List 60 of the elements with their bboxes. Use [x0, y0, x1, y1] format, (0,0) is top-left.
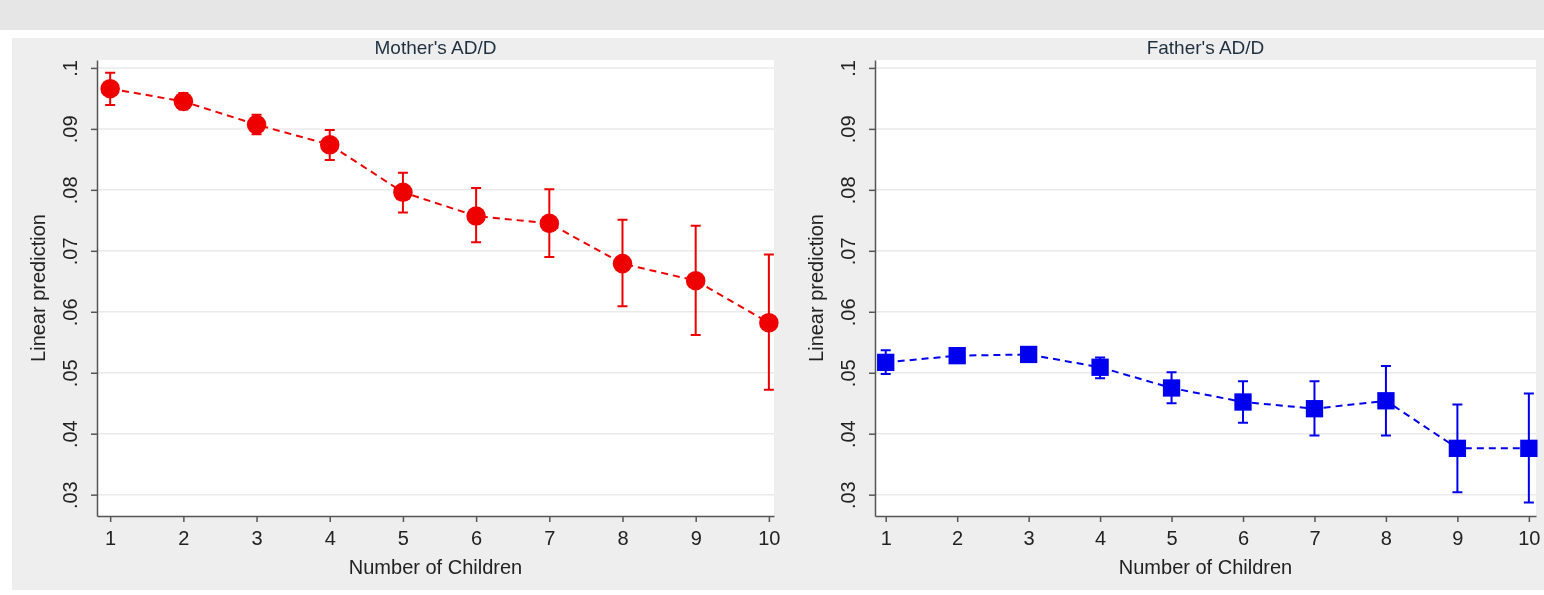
- y-tick-label: .05: [59, 359, 81, 388]
- x-tick-label: 8: [1380, 527, 1392, 549]
- y-axis-title: Linear prediction: [27, 214, 49, 362]
- point: [1234, 393, 1252, 411]
- y-tick-label: .07: [59, 237, 81, 266]
- y-tick-label: .07: [837, 237, 859, 266]
- x-tick-label: 6: [1237, 527, 1250, 549]
- x-tick-label: 8: [617, 527, 629, 549]
- y-tick-label: .1: [59, 60, 81, 77]
- x-tick-label: 2: [952, 527, 964, 549]
- point: [1091, 358, 1109, 376]
- y-tick-label: .08: [837, 176, 859, 205]
- point: [319, 134, 340, 155]
- y-tick-label: .06: [59, 298, 81, 327]
- y-tick-label: .03: [59, 481, 81, 510]
- y-tick-label: .05: [837, 359, 859, 388]
- y-tick-label: .06: [837, 298, 859, 327]
- x-tick-label: 10: [1518, 527, 1541, 549]
- point: [1448, 439, 1467, 457]
- x-tick-label: 9: [1452, 527, 1464, 549]
- x-axis-title: Number of Children: [1118, 556, 1293, 578]
- point: [948, 347, 966, 365]
- point: [1377, 392, 1395, 410]
- x-tick-label: 2: [178, 527, 190, 549]
- point: [1520, 439, 1538, 457]
- x-tick-label: 5: [397, 527, 409, 549]
- y-tick-label: .03: [837, 481, 859, 510]
- point: [877, 353, 895, 372]
- x-tick-label: 3: [251, 527, 263, 549]
- x-tick-label: 4: [324, 527, 336, 549]
- point: [759, 313, 779, 333]
- chart-title: Father's AD/D: [1146, 37, 1265, 58]
- y-tick-label: .09: [837, 115, 859, 144]
- point: [100, 78, 120, 99]
- x-tick-label: 1: [880, 527, 892, 549]
- point: [1305, 400, 1324, 418]
- y-tick-label: .04: [837, 420, 859, 449]
- point: [393, 182, 413, 203]
- point: [612, 253, 633, 274]
- x-tick-label: 1: [105, 527, 117, 549]
- point: [539, 213, 560, 234]
- y-tick-label: .1: [837, 60, 859, 77]
- x-tick-label: 7: [544, 527, 556, 549]
- chart-title: Mother's AD/D: [374, 37, 497, 58]
- x-tick-label: 9: [690, 527, 702, 549]
- point: [1162, 379, 1181, 397]
- point: [466, 206, 486, 226]
- y-tick-label: .04: [59, 420, 81, 449]
- y-axis-title: Linear prediction: [805, 214, 827, 362]
- x-tick-label: 7: [1309, 527, 1321, 549]
- point: [685, 270, 706, 291]
- x-axis-title: Number of Children: [348, 556, 523, 578]
- x-tick-label: 5: [1166, 527, 1178, 549]
- y-tick-label: .09: [59, 115, 81, 144]
- point: [1019, 345, 1038, 364]
- x-tick-label: 3: [1023, 527, 1035, 549]
- x-tick-label: 6: [471, 527, 483, 549]
- y-tick-label: .08: [59, 176, 81, 205]
- x-tick-label: 4: [1095, 527, 1107, 549]
- x-tick-label: 10: [758, 527, 781, 549]
